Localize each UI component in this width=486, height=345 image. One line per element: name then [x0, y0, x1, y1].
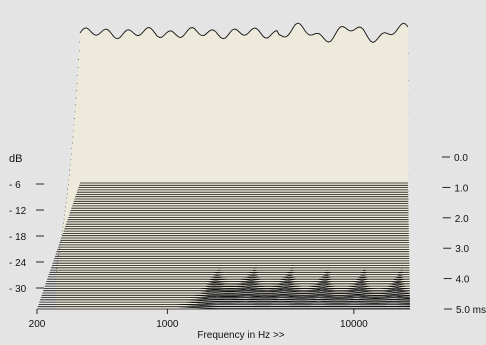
slice-fill: [80, 23, 408, 183]
y-tick-label: - 30: [9, 284, 27, 295]
axes-group: dB Frequency in Hz >> - 6 - 12 - 18 - 24 - 3…: [9, 153, 486, 341]
z-tick-label: 1.0: [454, 183, 468, 194]
y-axis-label: dB: [9, 153, 22, 165]
y-tick-label: - 6: [9, 180, 21, 191]
slice-group: [37, 22, 410, 310]
z-tick-label: 3.0: [455, 244, 469, 255]
z-tick-label: 4.0: [456, 275, 470, 286]
z-tick-label: 2.0: [455, 214, 469, 225]
y-tick-label: - 18: [9, 232, 27, 243]
z-tick-label: 5.0 msec: [456, 305, 486, 316]
z-tick-label: 0.0: [454, 153, 468, 164]
slice-curve: [79, 22, 409, 43]
x-tick-label: 10000: [340, 319, 368, 330]
y-tick-label: - 12: [9, 206, 27, 217]
y-tick-label: - 24: [9, 258, 27, 269]
x-axis-label: Frequency in Hz >>: [197, 330, 284, 340]
x-tick-label: 200: [29, 319, 46, 330]
x-tick-label: 1000: [156, 319, 179, 330]
